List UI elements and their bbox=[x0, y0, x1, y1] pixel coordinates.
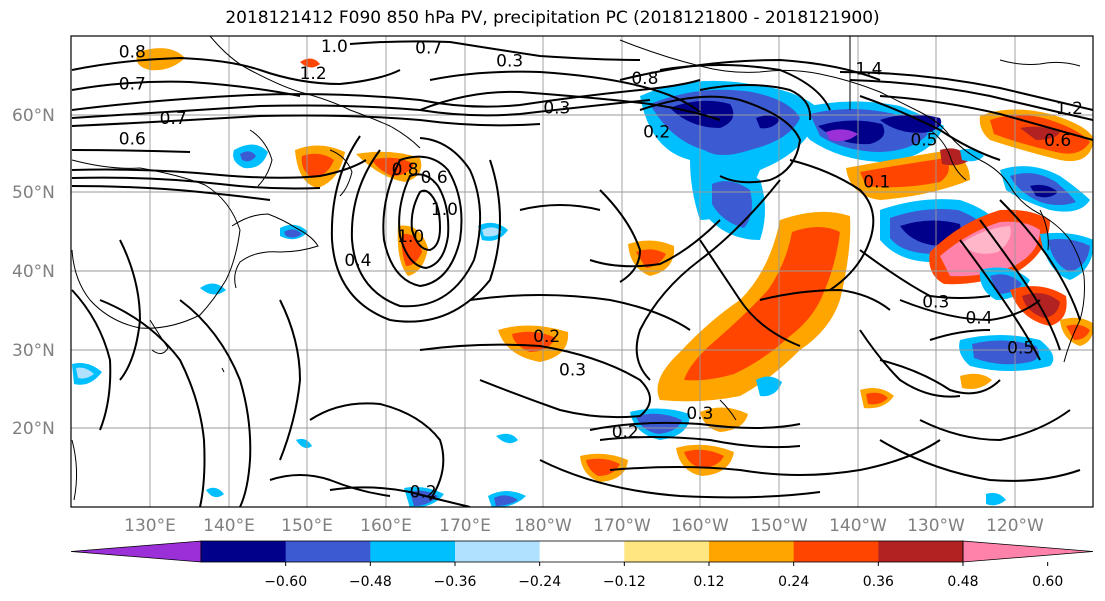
lon-tick-label: 160°E bbox=[360, 516, 412, 536]
lat-tick-label: 50°N bbox=[12, 183, 55, 203]
contour-label: 0.3 bbox=[496, 51, 523, 71]
contour-label: 0.6 bbox=[1044, 131, 1071, 151]
contour-label: 0.6 bbox=[421, 168, 448, 188]
colorbar-bin bbox=[624, 541, 710, 562]
contour-label: 0.2 bbox=[533, 327, 560, 347]
colorbar-tick-label: 0.36 bbox=[863, 574, 894, 590]
contour-label: 1.0 bbox=[321, 37, 348, 57]
colorbar-tick-label: −0.36 bbox=[434, 574, 477, 590]
contour-label: 0.2 bbox=[410, 482, 437, 502]
map-field: 0.8 1.0 0.71.20.70.70.60.8 0.61.01.00.40.30… bbox=[71, 36, 1093, 507]
contour-label: 0.8 bbox=[392, 160, 419, 180]
colorbar-bin bbox=[539, 541, 625, 562]
lon-tick-label: 170°E bbox=[439, 516, 491, 536]
lon-tick-label: 160°W bbox=[671, 516, 729, 536]
contour-label: 0.3 bbox=[543, 98, 570, 118]
lon-tick-label: 130°W bbox=[907, 516, 965, 536]
colorbar-bin bbox=[878, 541, 964, 562]
lat-tick-label: 60°N bbox=[12, 106, 55, 126]
colorbar-bin bbox=[201, 541, 287, 562]
contour-label: 1.2 bbox=[300, 64, 327, 84]
lon-tick-label: 140°W bbox=[829, 516, 887, 536]
lon-tick-label: 150°W bbox=[750, 516, 808, 536]
colorbar-tick-label: −0.60 bbox=[264, 574, 307, 590]
contour-label: 0.2 bbox=[612, 423, 639, 443]
colorbar-bin bbox=[793, 541, 879, 562]
colorbar-bin bbox=[285, 541, 371, 562]
coastlines bbox=[71, 36, 1085, 501]
contour-label: 0.7 bbox=[415, 39, 442, 59]
contour-label: 1.4 bbox=[855, 59, 882, 79]
contour-label: 1.0 bbox=[431, 200, 458, 220]
contour-label: 0.4 bbox=[965, 308, 992, 328]
contour-label: 0.1 bbox=[863, 173, 890, 193]
colorbar-frame bbox=[200, 540, 964, 563]
colorbar-tick-label: 0.48 bbox=[947, 574, 978, 590]
contour-label: 0.8 bbox=[119, 43, 146, 63]
lon-tick-label: 140°E bbox=[203, 516, 255, 536]
contour-label: 0.8 bbox=[631, 69, 658, 89]
colorbar-extend-low bbox=[70, 540, 202, 563]
colorbar-tick-label: −0.12 bbox=[603, 574, 646, 590]
contour-label: 0.7 bbox=[119, 74, 146, 94]
contour-label: 0.6 bbox=[119, 130, 146, 150]
colorbar-bin bbox=[455, 541, 541, 562]
contour-label: 1.2 bbox=[1056, 99, 1083, 119]
lat-tick-label: 40°N bbox=[12, 262, 55, 282]
lon-axis: 130°E 140°E 150°E 160°E 170°E 180°W 170°… bbox=[124, 516, 1044, 536]
lon-tick-label: 130°E bbox=[124, 516, 176, 536]
lon-tick-label: 180°W bbox=[514, 516, 572, 536]
colorbar-tick-label: −0.24 bbox=[518, 574, 561, 590]
contour-label: 0.7 bbox=[160, 109, 187, 129]
contour-labels: 0.8 1.0 0.71.20.70.70.60.8 0.61.01.00.40.30… bbox=[119, 37, 1083, 502]
colorbar-bin bbox=[709, 541, 795, 562]
colorbar-bin bbox=[370, 541, 456, 562]
lat-tick-label: 30°N bbox=[12, 341, 55, 361]
contour-label: 0.5 bbox=[910, 130, 937, 150]
contour-label: 0.3 bbox=[686, 404, 713, 424]
colorbar-tick-label: 0.60 bbox=[1032, 574, 1063, 590]
colorbar: −0.60 −0.48 −0.36 −0.24 −0.12 0.12 0.24 0.36 0.4… bbox=[70, 540, 1094, 590]
contour-label: 0.3 bbox=[922, 292, 949, 312]
colorbar-tick-label: −0.48 bbox=[349, 574, 392, 590]
lat-axis: 60°N 50°N 40°N 30°N 20°N bbox=[12, 106, 55, 439]
map-frame bbox=[70, 35, 1094, 508]
lon-tick-label: 120°W bbox=[986, 516, 1044, 536]
lon-tick-label: 150°E bbox=[281, 516, 333, 536]
colorbar-tick-label: 0.12 bbox=[693, 574, 724, 590]
contour-label: 0.2 bbox=[643, 122, 670, 142]
lon-tick-label: 170°W bbox=[593, 516, 651, 536]
colorbar-tick-label: 0.24 bbox=[778, 574, 809, 590]
contour-label: 1.0 bbox=[397, 227, 424, 247]
colorbar-extend-high bbox=[962, 540, 1094, 563]
pv-contours bbox=[71, 40, 1093, 507]
lat-tick-label: 20°N bbox=[12, 419, 55, 439]
chart-title: 2018121412 F090 850 hPa PV, precipitatio… bbox=[225, 8, 880, 28]
contour-label: 0.3 bbox=[559, 360, 586, 380]
contour-label: 0.5 bbox=[1007, 339, 1034, 359]
contour-label: 0.4 bbox=[344, 251, 371, 271]
